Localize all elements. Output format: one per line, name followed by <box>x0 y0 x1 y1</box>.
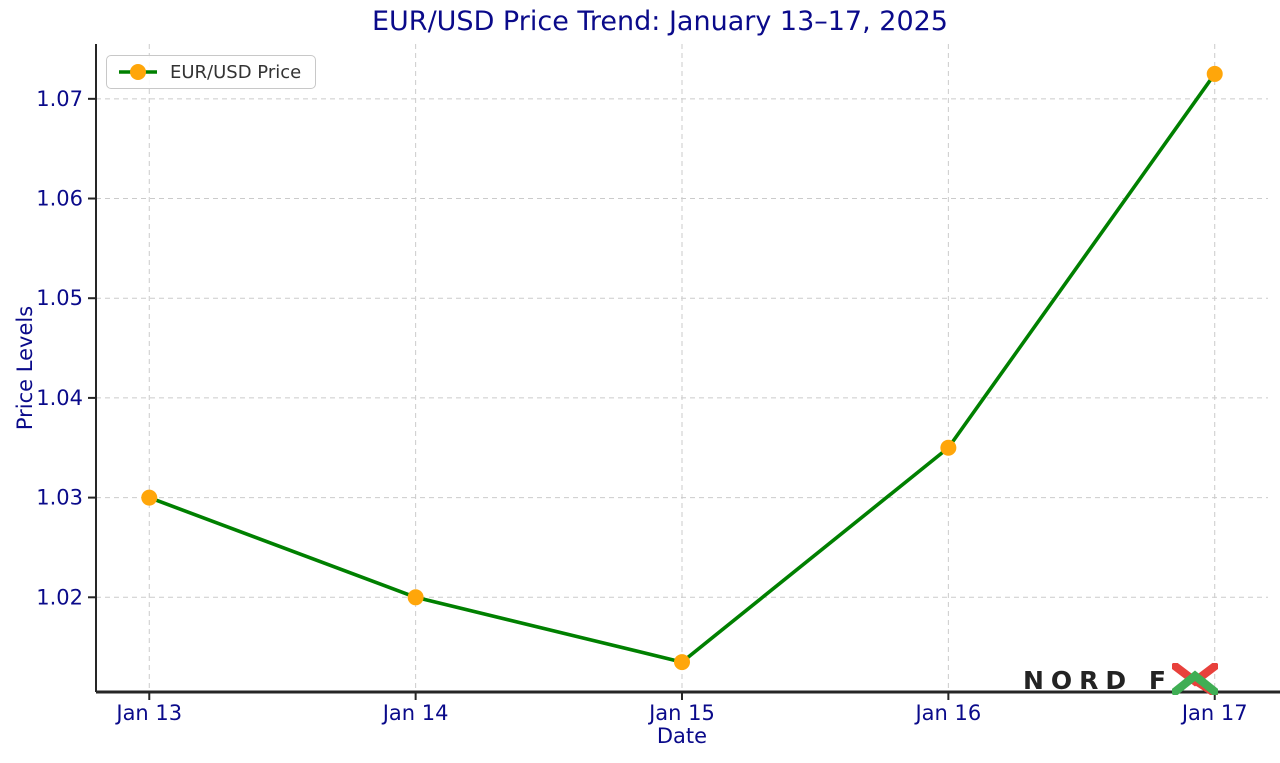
x-axis-label: Date <box>656 724 708 748</box>
y-tick-label: 1.06 <box>36 187 83 211</box>
data-point-marker <box>1206 65 1223 82</box>
nordfx-x-icon <box>1171 663 1218 695</box>
y-tick-label: 1.03 <box>36 486 83 510</box>
legend-line-marker-icon <box>119 64 157 80</box>
x-tick-label: Jan 16 <box>913 701 981 725</box>
x-tick-label: Jan 15 <box>647 701 715 725</box>
data-point-marker <box>674 654 690 671</box>
y-axis-label: Price Levels <box>13 305 37 431</box>
nordfx-logo: NORD F <box>1023 663 1218 695</box>
x-tick-label: Jan 13 <box>114 701 182 725</box>
y-tick-label: 1.05 <box>36 286 83 310</box>
y-tick-label: 1.07 <box>36 87 83 111</box>
data-point-marker <box>141 489 158 506</box>
legend-label: EUR/USD Price <box>170 61 302 83</box>
chart-title: EUR/USD Price Trend: January 13–17, 2025 <box>371 6 948 37</box>
legend: EUR/USD Price <box>106 55 317 89</box>
y-tick-label: 1.02 <box>36 585 83 609</box>
y-tick-label: 1.04 <box>36 386 83 410</box>
nordfx-logo-text: NORD F <box>1023 666 1173 695</box>
x-tick-label: Jan 14 <box>381 701 449 725</box>
x-tick-label: Jan 17 <box>1180 701 1248 725</box>
data-point-marker <box>940 439 957 456</box>
data-point-marker <box>407 589 424 606</box>
